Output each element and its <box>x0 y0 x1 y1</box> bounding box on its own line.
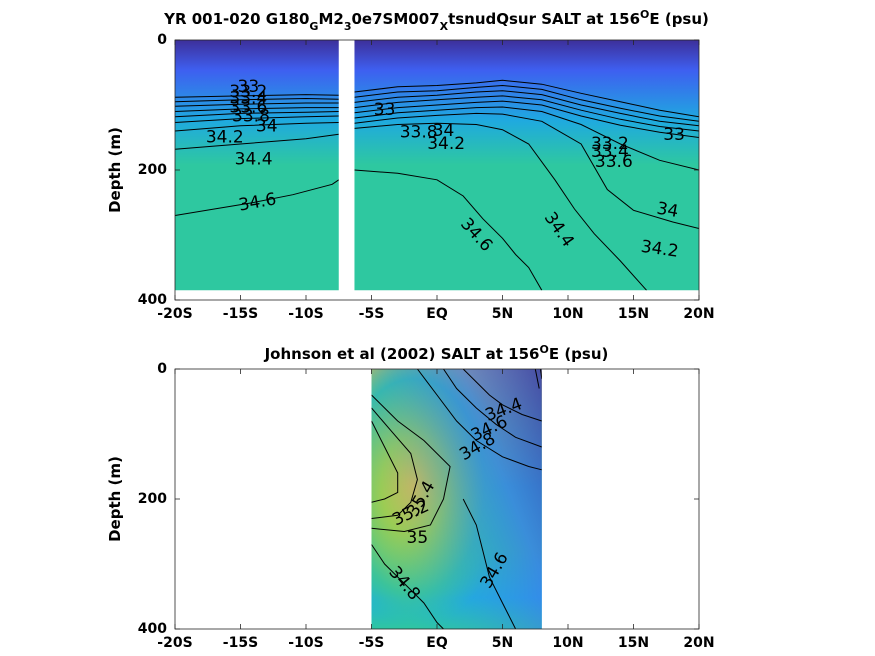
top-field-block-0 <box>175 40 339 291</box>
top-contour-label: 34 <box>655 199 680 222</box>
top-panel: 3333.233.433.633.83434.234.434.63333.834… <box>106 8 715 322</box>
top-contour-33-4-1 <box>354 90 699 127</box>
bottom-contour-34-6-0 <box>462 498 517 629</box>
top-contour-34-4-0 <box>175 133 339 150</box>
top-ytick-label: 0 <box>157 32 167 48</box>
bottom-xtick-label: -5S <box>359 635 385 651</box>
bottom-xtick-label: 10N <box>552 635 583 651</box>
top-contour-33-4-0 <box>175 102 339 107</box>
bottom-ytick-label: 0 <box>157 361 167 377</box>
bottom-contour-34-2-0 <box>540 369 542 379</box>
top-ytick-label: 200 <box>138 162 167 178</box>
bottom-contour-34-8-0 <box>371 544 444 629</box>
top-contour-label: 33.6 <box>595 152 633 172</box>
top-contour-label: 34.2 <box>427 134 465 154</box>
top-contour-label: 33.8 <box>232 107 270 127</box>
top-xtick-label: 5N <box>492 306 513 322</box>
bottom-contour-34-4-0 <box>462 369 542 422</box>
top-contour-label: 33 <box>238 77 260 97</box>
top-contour-34-6-0 <box>175 179 340 216</box>
bottom-contour-35-4-0 <box>371 420 399 503</box>
top-contour-34-0 <box>175 115 339 123</box>
top-contour-33-0 <box>175 94 339 98</box>
top-contour-label: 33.8 <box>400 122 438 142</box>
bottom-xtick-label: 5N <box>492 635 513 651</box>
bottom-xtick-label: -20S <box>157 635 192 651</box>
bottom-contour-34-6-0 <box>443 369 542 448</box>
top-contour-label: 33.6 <box>229 98 267 118</box>
bottom-title: Johnson et al (2002) SALT at 156OE (psu) <box>264 343 609 363</box>
bottom-xtick-label: EQ <box>426 635 448 651</box>
top-contour-label: 34.2 <box>206 128 244 148</box>
bottom-contour-34-8-0 <box>417 369 542 471</box>
bottom-contour-35-0 <box>371 394 451 533</box>
top-contours <box>175 79 699 291</box>
top-contour-label: 33.4 <box>591 142 629 162</box>
top-xtick-label: EQ <box>426 306 448 322</box>
top-contour-33-8-1 <box>354 100 699 138</box>
top-xtick-label: -20S <box>157 306 192 322</box>
top-ytick-label: 400 <box>138 292 167 308</box>
bottom-xtick-label: 15N <box>618 635 649 651</box>
top-contour-label: 34 <box>256 116 278 136</box>
top-contour-34-1 <box>354 106 699 171</box>
top-contour-33-8-0 <box>175 111 339 118</box>
bottom-contours <box>371 369 542 629</box>
bottom-contour-35-2-0 <box>371 407 418 519</box>
top-xtick-label: -5S <box>359 306 385 322</box>
top-xtick-label: 10N <box>552 306 583 322</box>
top-contour-label: 33 <box>663 125 685 145</box>
top-xtick-label: 15N <box>618 306 649 322</box>
bottom-xtick-label: -15S <box>223 635 258 651</box>
top-xtick-label: -10S <box>288 306 323 322</box>
top-contour-label: 33.4 <box>229 89 267 109</box>
bottom-field-fresh-corner <box>371 369 542 629</box>
top-xtick-label: 20N <box>683 306 714 322</box>
top-contour-33-2-1 <box>354 84 699 122</box>
top-contour-34-2-0 <box>175 122 339 132</box>
top-contour-33-6-0 <box>175 107 339 112</box>
top-xtick-label: -15S <box>223 306 258 322</box>
top-ylabel: Depth (m) <box>106 127 124 213</box>
top-contour-33-1 <box>354 79 699 118</box>
bottom-contour-label: 35 <box>407 528 429 548</box>
bottom-contour-35-0 <box>534 369 540 389</box>
bottom-ylabel: Depth (m) <box>106 456 124 542</box>
top-field-block-1 <box>354 40 699 291</box>
top-contour-34-6-1 <box>354 169 543 291</box>
top-contour-label: 34.4 <box>235 150 273 170</box>
top-contour-34-2-1 <box>354 112 699 229</box>
top-contour-33-2-0 <box>175 97 339 103</box>
bottom-xtick-label: -10S <box>288 635 323 651</box>
bottom-xtick-label: 20N <box>683 635 714 651</box>
top-title: YR 001-020 G180GM230e7SM007XtsnudQsur SA… <box>163 8 709 33</box>
top-contour-label: 34 <box>433 121 455 141</box>
top-contour-34-4-1 <box>354 122 647 291</box>
bottom-ytick-label: 400 <box>138 621 167 637</box>
top-contour-label: 33.2 <box>229 82 267 102</box>
top-contour-33-6-1 <box>354 95 699 132</box>
bottom-ytick-label: 200 <box>138 491 167 507</box>
top-contour-label: 33.2 <box>591 134 629 154</box>
top-contour-label: 33 <box>374 100 396 120</box>
